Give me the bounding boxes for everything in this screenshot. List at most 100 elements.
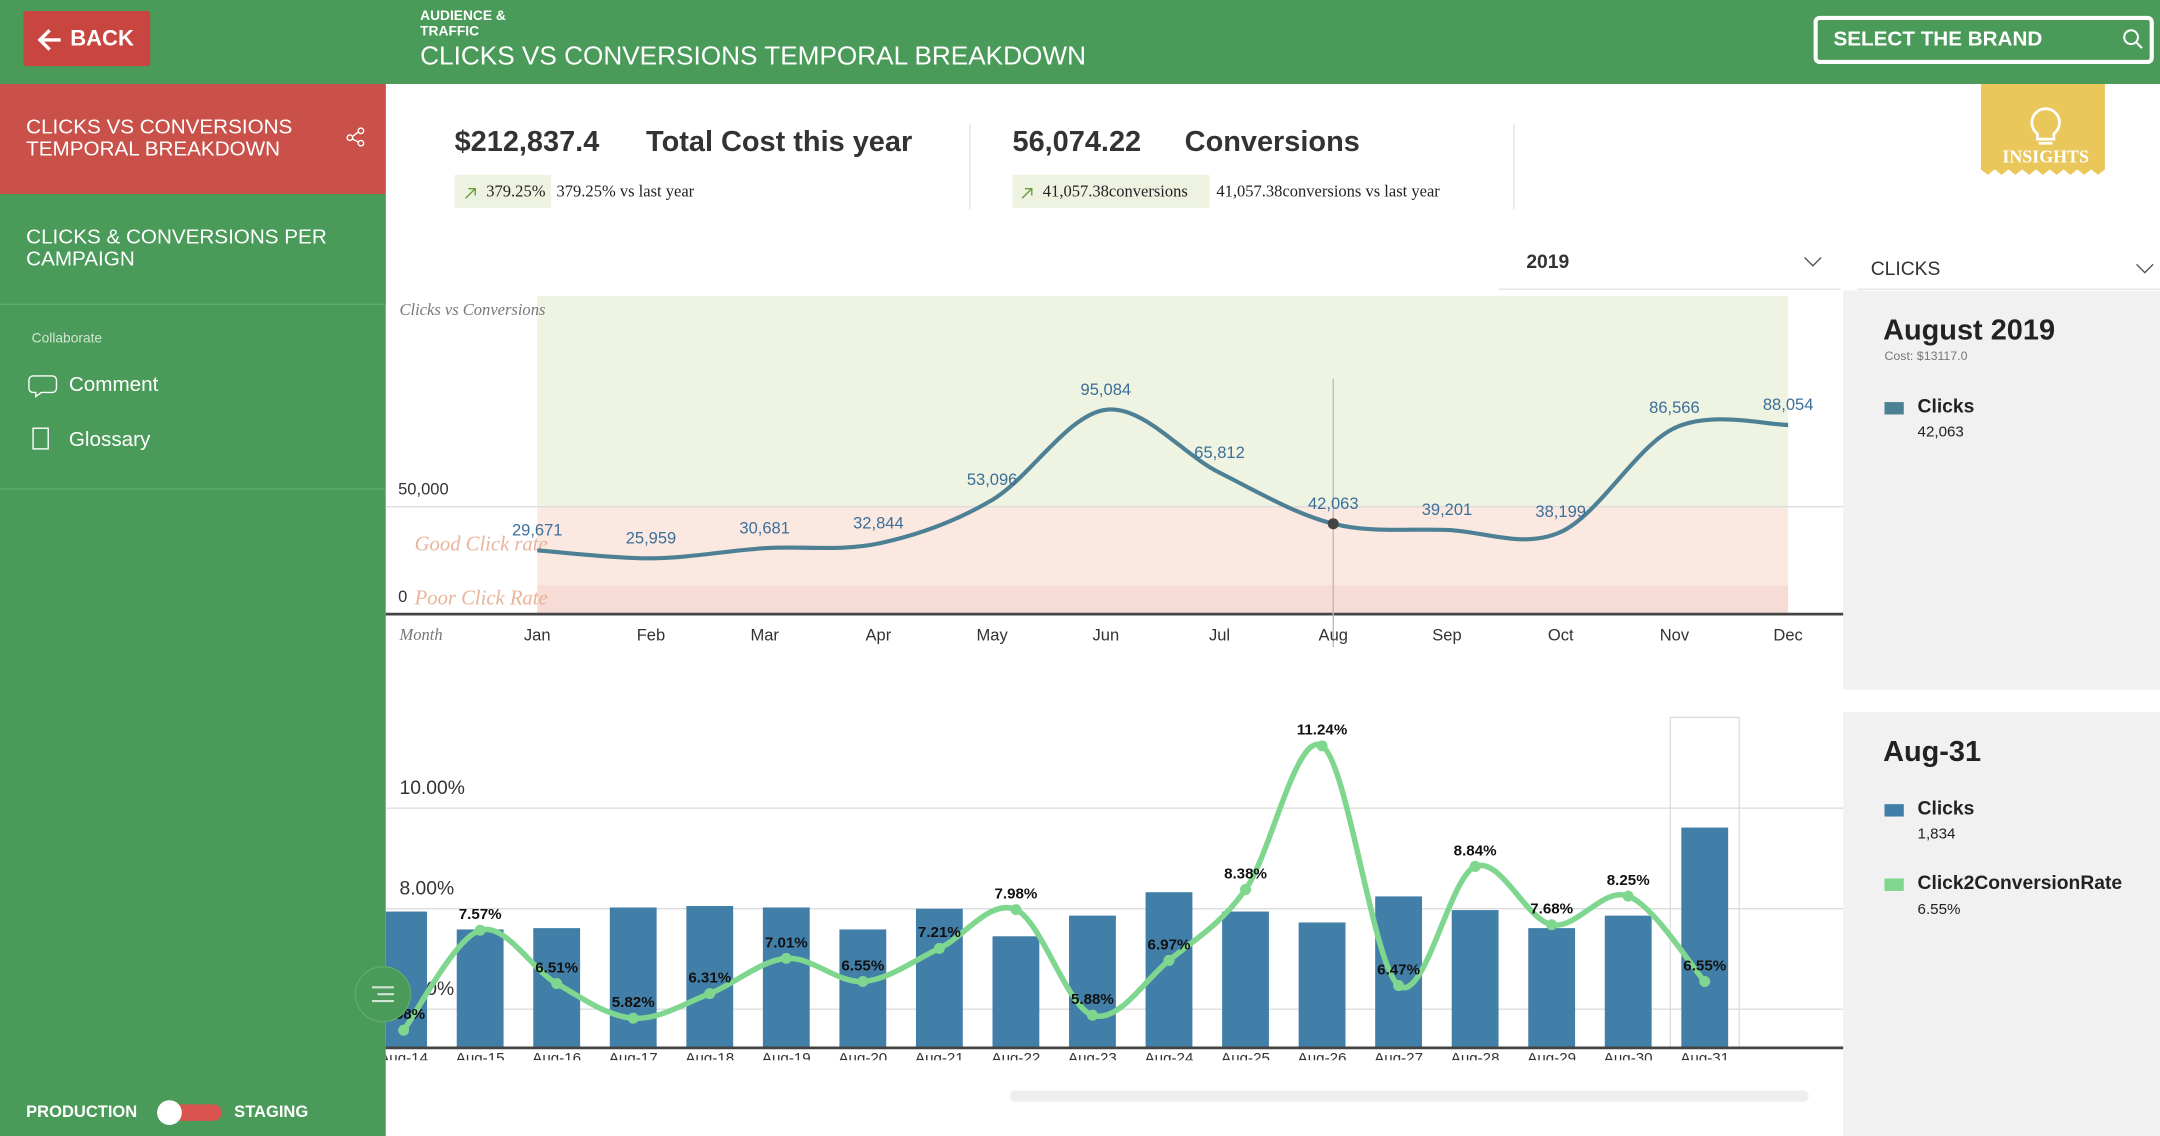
legend-label: Clicks xyxy=(1918,397,1975,418)
rate-point xyxy=(1469,860,1481,872)
nav-item[interactable] xyxy=(0,194,386,305)
kpi-note: 41,057.38conversions vs last year xyxy=(1216,182,1440,201)
nav-label: TEMPORAL BREAKDOWN xyxy=(26,138,280,161)
data-label: 7.98% xyxy=(994,886,1037,903)
bar xyxy=(1375,896,1423,1048)
kpi-label: Total Cost this year xyxy=(646,126,912,158)
glossary-link[interactable]: Glossary xyxy=(69,428,151,451)
x-tick-label: Mar xyxy=(750,626,779,645)
x-tick-label: Aug-26 xyxy=(1298,1050,1347,1067)
section-label: TRAFFIC xyxy=(420,23,479,38)
x-tick-label: Aug-28 xyxy=(1451,1050,1500,1067)
back-button[interactable] xyxy=(23,11,151,67)
x-tick-label: Feb xyxy=(637,626,665,645)
bar xyxy=(1681,827,1729,1048)
kpi-label: Conversions xyxy=(1185,126,1360,158)
x-tick-label: May xyxy=(977,626,1009,645)
x-tick-label: Aug-29 xyxy=(1527,1050,1576,1067)
rate-point xyxy=(398,1024,410,1036)
nav-item-active[interactable] xyxy=(0,83,386,195)
data-label: 6.31% xyxy=(688,969,731,986)
data-label: 95,084 xyxy=(1081,380,1132,399)
nav-label: CLICKS & CONVERSIONS PER xyxy=(26,226,327,249)
x-tick-label: Aug-20 xyxy=(838,1050,887,1067)
rate-point xyxy=(1086,1009,1098,1021)
metric-select[interactable]: CLICKS xyxy=(1871,259,1941,280)
kpi-badge-label: 379.25% xyxy=(486,182,545,201)
data-label: 38,199 xyxy=(1535,502,1586,521)
data-label: 7.68% xyxy=(1530,901,1573,918)
toggle-knob xyxy=(157,1100,182,1125)
legend-swatch xyxy=(1884,402,1904,415)
rate-point xyxy=(933,942,945,954)
rate-point xyxy=(1163,954,1175,966)
band-label: Good Click rate xyxy=(415,534,548,556)
section-label: AUDIENCE & xyxy=(420,8,506,23)
data-label: 32,844 xyxy=(853,514,904,533)
kpi-note: 379.25% vs last year xyxy=(557,182,695,201)
back-icon xyxy=(37,29,61,51)
x-tick-label: Aug-30 xyxy=(1604,1050,1653,1067)
rate-point xyxy=(551,978,563,990)
line-series xyxy=(537,407,1789,561)
x-tick-label: Aug xyxy=(1319,626,1348,645)
data-label: 6.47% xyxy=(1377,961,1420,978)
x-tick-label: Aug-31 xyxy=(1680,1050,1729,1067)
data-label: 6.55% xyxy=(841,957,884,974)
trend-icon xyxy=(1021,187,1033,199)
data-label: 65,812 xyxy=(1194,443,1245,462)
toggle-label: STAGING xyxy=(234,1102,308,1121)
x-tick-label: Aug-23 xyxy=(1068,1050,1117,1067)
comment-link[interactable]: Comment xyxy=(69,373,159,396)
chevron xyxy=(2136,263,2154,274)
kpi-badge xyxy=(454,174,552,208)
bar xyxy=(1451,910,1499,1048)
rate-point xyxy=(1622,890,1634,902)
x-tick-label: Aug-15 xyxy=(456,1050,505,1067)
bulb-icon xyxy=(2030,107,2061,145)
legend-value: 6.55% xyxy=(1918,901,1961,918)
search-icon xyxy=(2135,41,2143,49)
x-tick-label: Aug-16 xyxy=(532,1050,581,1067)
data-label: 8.84% xyxy=(1454,842,1497,859)
x-tick-label: Oct xyxy=(1548,626,1574,645)
bar xyxy=(686,906,734,1048)
rate-point xyxy=(1393,980,1405,992)
detail-panel xyxy=(1843,711,2160,1136)
hover-point xyxy=(1327,518,1339,530)
scrollbar[interactable] xyxy=(1009,1090,1809,1102)
rate-point xyxy=(1316,740,1328,752)
data-label: 39,201 xyxy=(1422,500,1473,519)
x-tick-label: Aug-17 xyxy=(609,1050,658,1067)
data-label: 11.24% xyxy=(1297,722,1348,739)
trend-icon xyxy=(465,187,476,199)
kpi-value: 56,074.22 xyxy=(1013,126,1142,158)
bar xyxy=(1604,915,1652,1048)
comment-icon xyxy=(28,375,58,398)
monthly-chart: Good Click rate Poor Click Rate Clicks vs … xyxy=(385,296,1844,648)
bar xyxy=(915,908,963,1048)
x-tick-label: Jul xyxy=(1209,626,1230,645)
band xyxy=(537,506,1789,586)
x-tick-label: Aug-18 xyxy=(685,1050,734,1067)
rate-point xyxy=(474,924,486,936)
y-tick-label: 10.00% xyxy=(399,778,464,799)
legend-value: 1,834 xyxy=(1918,825,1956,842)
data-label: 29,671 xyxy=(512,520,563,539)
insights-button[interactable] xyxy=(1980,83,2105,175)
rate-point xyxy=(857,976,869,988)
chevron xyxy=(1804,257,1822,267)
bar xyxy=(1222,911,1269,1048)
brand-select[interactable] xyxy=(1813,15,2154,65)
x-tick-label: Dec xyxy=(1773,626,1802,645)
data-label: 7.01% xyxy=(765,934,808,951)
x-tick-label: Apr xyxy=(866,626,892,645)
x-tick-label: Aug-21 xyxy=(915,1050,964,1067)
x-tick-label: Aug-24 xyxy=(1145,1050,1194,1067)
detail-panel xyxy=(1843,290,2160,690)
data-label: 6.55% xyxy=(1683,957,1726,974)
year-select[interactable]: 2019 xyxy=(1526,252,1569,273)
x-tick-label: Sep xyxy=(1432,626,1461,645)
share-icon[interactable] xyxy=(346,127,365,147)
